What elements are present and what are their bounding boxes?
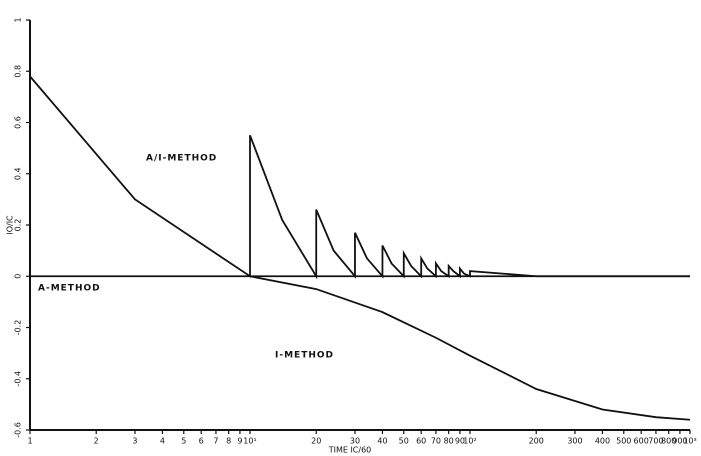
x-tick-label: 7 xyxy=(213,437,218,446)
x-tick-label: 60 xyxy=(416,437,426,446)
x-tick-label: 80 xyxy=(444,437,454,446)
x-tick-label: 10³ xyxy=(683,437,696,446)
x-tick-label: 10¹ xyxy=(243,437,256,446)
x-tick-label: 10² xyxy=(463,437,476,446)
x-tick-label: 4 xyxy=(160,437,165,446)
series-line xyxy=(250,276,690,420)
x-tick-label: 400 xyxy=(595,437,610,446)
x-tick-label: 8 xyxy=(226,437,231,446)
y-tick-label: 0 xyxy=(14,274,23,279)
x-tick-label: 30 xyxy=(350,437,360,446)
y-tick-label: -0.4 xyxy=(14,371,23,387)
x-tick-label: 500 xyxy=(616,437,631,446)
x-tick-label: 2 xyxy=(94,437,99,446)
y-tick-label: 0.8 xyxy=(14,65,23,78)
x-tick-label: 50 xyxy=(399,437,409,446)
x-tick-label: 70 xyxy=(431,437,441,446)
x-tick-label: 20 xyxy=(311,437,321,446)
series-label: A/I-METHOD xyxy=(146,154,217,164)
x-tick-label: 1 xyxy=(27,437,32,446)
series-label: I-METHOD xyxy=(275,351,334,361)
x-axis-title: TIME IC/60 xyxy=(328,446,372,455)
x-tick-label: 300 xyxy=(567,437,582,446)
x-tick-label: 200 xyxy=(529,437,544,446)
y-tick-label: -0.2 xyxy=(14,320,23,336)
y-tick-label: 1 xyxy=(14,17,23,22)
y-tick-label: 0.2 xyxy=(14,219,23,232)
y-tick-label: 0.6 xyxy=(14,116,23,129)
y-tick-label: -0.6 xyxy=(14,422,23,438)
series-line xyxy=(30,76,690,276)
x-tick-label: 40 xyxy=(377,437,387,446)
x-tick-label: 9 xyxy=(237,437,242,446)
y-tick-label: 0.4 xyxy=(14,167,23,180)
chart: TIME IC/60 IO/IC -0.6-0.4-0.200.20.40.60… xyxy=(0,0,701,456)
x-tick-label: 6 xyxy=(199,437,204,446)
x-tick-label: 3 xyxy=(132,437,137,446)
x-tick-label: 600 xyxy=(634,437,649,446)
x-tick-label: 5 xyxy=(181,437,186,446)
series-label: A-METHOD xyxy=(38,284,101,294)
